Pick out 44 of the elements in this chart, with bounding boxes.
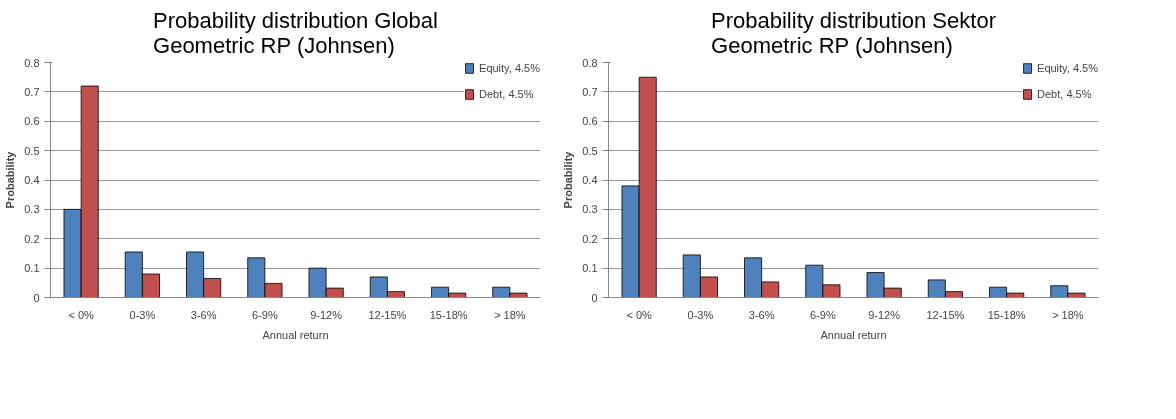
y-tick-label: 0.2 xyxy=(24,232,40,245)
y-tick-label: 0.6 xyxy=(24,115,40,128)
x-tick-label: 12-15% xyxy=(368,308,407,321)
y-tick-label: 0.7 xyxy=(24,85,40,98)
x-tick-label: 0-3% xyxy=(687,308,714,321)
x-tick-label: > 18% xyxy=(494,308,526,321)
y-tick-label: 0.4 xyxy=(582,174,598,186)
x-tick-label: 3-6% xyxy=(190,308,217,321)
x-axis-title: Annual return xyxy=(820,328,887,341)
y-axis-title: Probability xyxy=(4,150,17,209)
y-tick-label: 0.7 xyxy=(582,85,598,98)
x-tick-label: 0-3% xyxy=(129,308,156,321)
y-tick-label: 0 xyxy=(591,291,598,304)
legend-label: Equity, 4.5% xyxy=(1037,62,1098,74)
x-tick-label: 9-12% xyxy=(310,308,343,321)
x-tick-label: 9-12% xyxy=(868,308,901,321)
x-tick-label: < 0% xyxy=(626,308,653,321)
legend-label: Equity, 4.5% xyxy=(479,62,540,74)
y-tick-label: 0.1 xyxy=(582,262,598,275)
y-tick-label: 0.3 xyxy=(582,203,598,216)
x-tick-label: 3-6% xyxy=(748,308,775,321)
x-axis-title: Annual return xyxy=(262,328,329,341)
y-tick-label: 0.5 xyxy=(24,144,40,157)
y-tick-label: 0.8 xyxy=(24,56,40,69)
x-tick-label: 6-9% xyxy=(810,308,836,321)
legend-label: Debt, 4.5% xyxy=(1037,88,1092,100)
y-tick-label: 0.3 xyxy=(24,203,40,216)
x-tick-label: 15-18% xyxy=(987,308,1026,321)
chart-title: Probability distribution Sektor Geometric RP (Johnsen) xyxy=(711,7,996,58)
x-tick-label: > 18% xyxy=(1052,308,1084,321)
x-tick-label: 15-18% xyxy=(429,308,468,321)
y-axis-title: Probability xyxy=(562,150,575,209)
x-tick-label: 6-9% xyxy=(252,308,278,321)
chart-title: Probability distribution Global Geometric RP (Johnsen) xyxy=(153,7,438,58)
y-tick-label: 0.2 xyxy=(582,232,598,245)
y-tick-label: 0.6 xyxy=(582,115,598,128)
y-tick-label: 0.8 xyxy=(582,56,598,69)
x-tick-label: 12-15% xyxy=(926,308,965,321)
y-tick-label: 0.4 xyxy=(24,174,40,186)
y-tick-label: 0 xyxy=(33,291,40,304)
y-tick-label: 0.5 xyxy=(582,144,598,157)
legend-label: Debt, 4.5% xyxy=(479,88,534,100)
y-tick-label: 0.1 xyxy=(24,262,40,275)
x-tick-label: < 0% xyxy=(68,308,95,321)
